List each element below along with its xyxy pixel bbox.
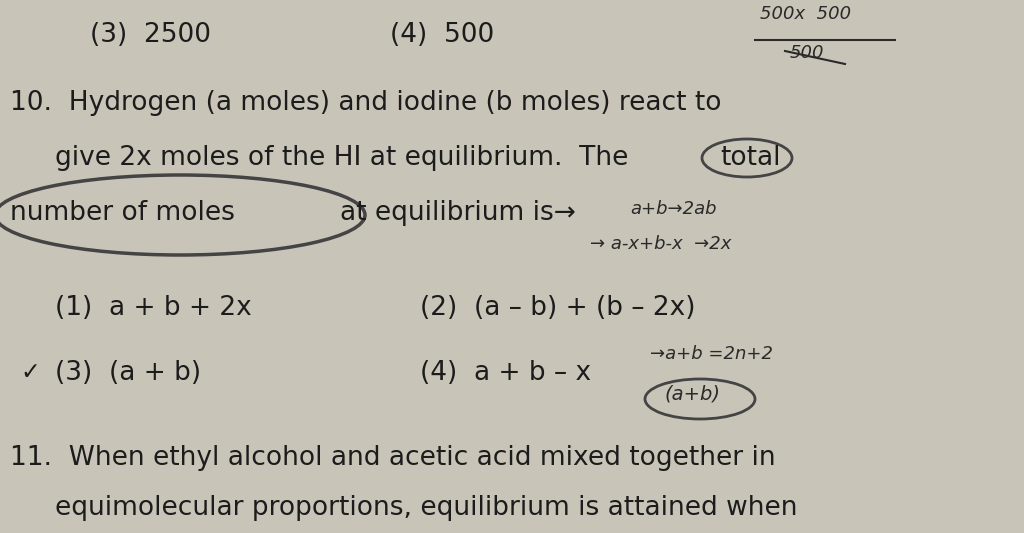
Text: (3)  (a + b): (3) (a + b): [55, 360, 201, 386]
Text: equimolecular proportions, equilibrium is attained when: equimolecular proportions, equilibrium i…: [55, 495, 798, 521]
Text: at equilibrium is→: at equilibrium is→: [340, 200, 575, 226]
Text: give 2x moles of the HI at equilibrium.  The: give 2x moles of the HI at equilibrium. …: [55, 145, 629, 171]
Text: (1)  a + b + 2x: (1) a + b + 2x: [55, 295, 252, 321]
Text: a+b→2ab: a+b→2ab: [630, 200, 717, 218]
Text: 500: 500: [790, 44, 824, 62]
Text: (3)  2500: (3) 2500: [90, 22, 211, 48]
Text: 11.  When ethyl alcohol and acetic acid mixed together in: 11. When ethyl alcohol and acetic acid m…: [10, 445, 775, 471]
Text: (2)  (a – b) + (b – 2x): (2) (a – b) + (b – 2x): [420, 295, 695, 321]
Text: (a+b): (a+b): [665, 385, 721, 404]
Text: → a-x+b-x  →2x: → a-x+b-x →2x: [590, 235, 731, 253]
Text: 500x  500: 500x 500: [760, 5, 851, 23]
Text: number of moles: number of moles: [10, 200, 234, 226]
Text: (4)  500: (4) 500: [390, 22, 495, 48]
Text: (4)  a + b – x: (4) a + b – x: [420, 360, 591, 386]
Text: ✓: ✓: [20, 360, 40, 384]
Text: 10.  Hydrogen (a moles) and iodine (b moles) react to: 10. Hydrogen (a moles) and iodine (b mol…: [10, 90, 722, 116]
Text: →a+b =2n+2: →a+b =2n+2: [650, 345, 773, 363]
Text: total: total: [720, 145, 780, 171]
